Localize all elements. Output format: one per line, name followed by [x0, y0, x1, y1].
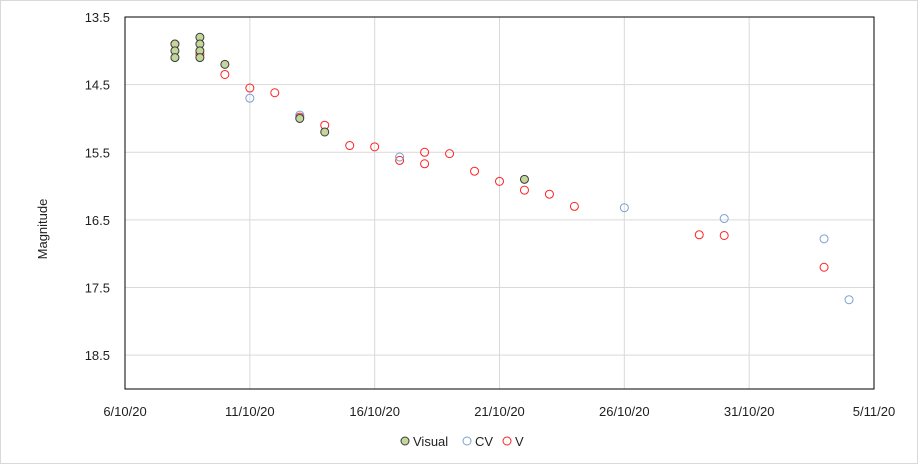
data-points: [170, 32, 854, 305]
y-tick-labels: 13.5 14.5 15.5 16.5 17.5 18.5: [85, 10, 110, 363]
x-tick-label: 26/10/20: [599, 404, 650, 419]
data-point-cv: [819, 234, 829, 244]
data-point-v: [694, 230, 704, 240]
data-point-visual: [295, 113, 305, 123]
x-tick-label: 16/10/20: [349, 404, 400, 419]
x-tick-label: 11/10/20: [225, 404, 275, 419]
data-point-v: [544, 189, 554, 199]
y-tick-label: 18.5: [85, 348, 110, 363]
data-point-v: [819, 262, 829, 272]
data-point-cv: [844, 295, 854, 305]
data-point-v: [445, 149, 455, 159]
data-point-v: [569, 201, 579, 211]
data-point-visual: [220, 59, 230, 69]
data-point-cv: [245, 93, 255, 103]
x-tick-label: 5/11/20: [853, 404, 895, 419]
legend-label-visual: Visual: [413, 434, 448, 449]
y-tick-label: 16.5: [85, 213, 110, 228]
data-point-v: [519, 185, 529, 195]
y-tick-label: 17.5: [85, 281, 110, 296]
data-point-visual: [170, 53, 180, 63]
data-point-visual: [519, 174, 529, 184]
data-point-cv: [619, 203, 629, 213]
data-point-v: [245, 83, 255, 93]
data-point-v: [370, 142, 380, 152]
legend-marker-visual: [400, 436, 410, 446]
y-tick-label: 13.5: [85, 10, 110, 25]
data-point-v: [470, 166, 480, 176]
data-point-v: [345, 141, 355, 151]
plot-area-frame: [124, 16, 875, 390]
data-point-visual: [195, 53, 205, 63]
data-point-v: [420, 147, 430, 157]
x-tick-label: 6/10/20: [103, 404, 146, 419]
grid-lines: [125, 17, 874, 389]
y-tick-label: 14.5: [85, 78, 110, 93]
data-point-v: [495, 176, 504, 186]
data-point-v: [719, 230, 729, 240]
x-tick-label: 21/10/20: [474, 404, 525, 419]
data-point-v: [395, 155, 405, 165]
y-tick-label: 15.5: [85, 145, 110, 160]
data-point-visual: [320, 127, 330, 137]
legend: Visual CV V: [400, 434, 524, 449]
legend-marker-cv: [462, 436, 472, 446]
data-point-v: [220, 69, 230, 79]
x-tick-label: 31/10/20: [724, 404, 775, 419]
data-point-v: [270, 88, 280, 98]
data-point-cv: [395, 152, 405, 162]
legend-marker-v: [502, 436, 512, 446]
data-point-v: [420, 159, 430, 169]
data-point-cv: [719, 214, 729, 224]
legend-label-v: V: [515, 434, 524, 449]
y-axis-title: Magnitude: [35, 199, 50, 260]
legend-label-cv: CV: [475, 434, 493, 449]
x-tick-labels: 6/10/20 11/10/20 16/10/20 21/10/20 26/10/20 3…: [103, 404, 895, 419]
